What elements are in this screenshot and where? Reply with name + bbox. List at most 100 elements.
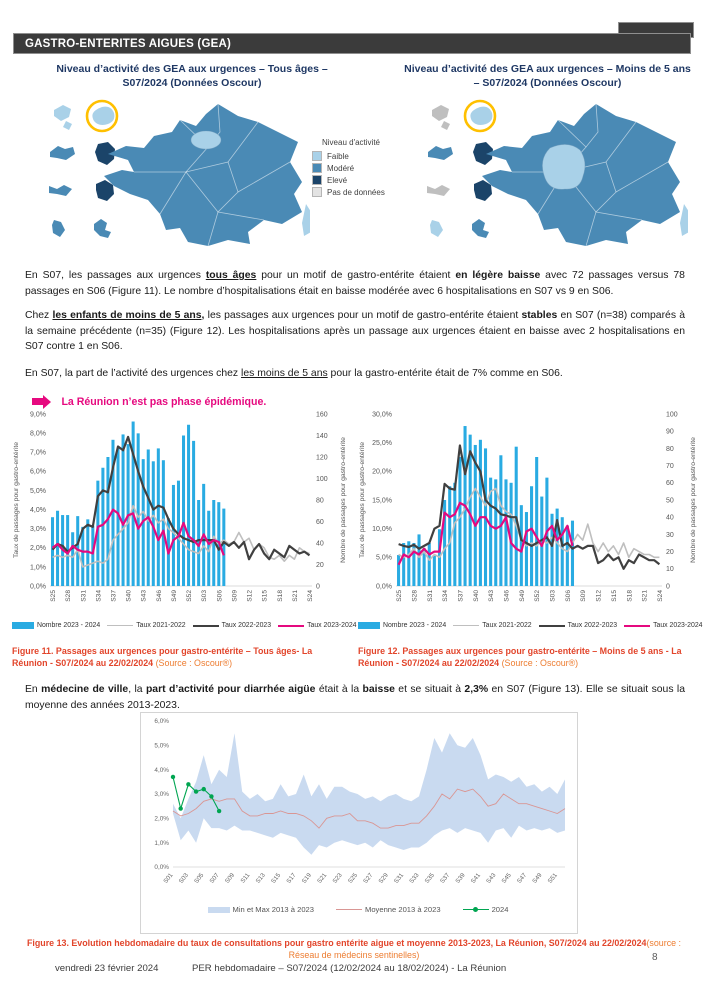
svg-text:15,0%: 15,0% — [372, 497, 392, 504]
alert-text: La Réunion n’est pas phase épidémique. — [61, 396, 267, 408]
svg-text:S06: S06 — [216, 590, 223, 602]
svg-text:10: 10 — [666, 566, 674, 573]
svg-text:S25: S25 — [396, 590, 403, 602]
svg-text:Taux de passages pour gastro-e: Taux de passages pour gastro-entérite — [359, 442, 366, 558]
mainland-france — [482, 103, 688, 247]
svg-text:S52: S52 — [534, 590, 541, 602]
svg-text:S15: S15 — [262, 590, 269, 602]
svg-text:S28: S28 — [65, 590, 72, 602]
svg-text:S33: S33 — [408, 871, 421, 884]
svg-text:S37: S37 — [457, 590, 464, 602]
svg-text:Nombre de passages pour gastro: Nombre de passages pour gastro-entérite — [340, 437, 347, 563]
fig13-caption: Figure 13. Evolution hebdomadaire du tau… — [26, 938, 681, 961]
legend-item-modere: Modéré — [312, 163, 414, 173]
svg-text:5,0%: 5,0% — [376, 555, 392, 562]
svg-text:S17: S17 — [285, 871, 298, 884]
svg-text:S09: S09 — [224, 871, 237, 884]
map-france-moins-5-ans — [427, 99, 688, 247]
svg-text:30,0%: 30,0% — [372, 411, 392, 418]
legend-item-faible: Faible — [312, 151, 414, 161]
svg-text:S43: S43 — [488, 590, 495, 602]
svg-text:S13: S13 — [255, 871, 268, 884]
map-title-left: Niveau d’activité des GEA aux urgences –… — [56, 63, 328, 90]
svg-text:S12: S12 — [247, 590, 254, 602]
svg-text:0: 0 — [316, 583, 320, 590]
legend-item-eleve: Elevé — [312, 175, 414, 185]
svg-text:50: 50 — [666, 497, 674, 504]
section-header-title: GASTRO-ENTERITES AIGUES (GEA) — [25, 38, 231, 50]
svg-text:2,0%: 2,0% — [30, 545, 46, 552]
legend-item: Taux 2022-2023 — [192, 622, 271, 629]
svg-text:60: 60 — [316, 519, 324, 526]
svg-text:0: 0 — [666, 583, 670, 590]
svg-text:S15: S15 — [611, 590, 618, 602]
svg-text:30: 30 — [666, 532, 674, 539]
paragraph-moins-5-ans: Chez les enfants de moins de 5 ans, les … — [25, 310, 685, 353]
svg-text:S52: S52 — [186, 590, 193, 602]
legend-item: Taux 2022-2023 — [538, 622, 617, 629]
svg-text:S43: S43 — [141, 590, 148, 602]
svg-text:20: 20 — [666, 549, 674, 556]
alert-line: La Réunion n’est pas phase épidémique. — [32, 392, 266, 410]
svg-text:S37: S37 — [110, 590, 117, 602]
svg-text:S31: S31 — [80, 590, 87, 602]
svg-text:60: 60 — [666, 480, 674, 487]
fig12-chart: 0,0% 5,0% 10,0% 15,0% 20,0% 25,0% 30,0% 0 10 20 30… — [359, 411, 697, 602]
legend-item: Taux 2023-2024 — [278, 622, 356, 629]
svg-text:S28: S28 — [411, 590, 418, 602]
svg-text:8,0%: 8,0% — [30, 431, 46, 438]
svg-text:0,0%: 0,0% — [154, 864, 169, 871]
legend-swatch-eleve — [312, 175, 322, 185]
svg-text:40: 40 — [666, 515, 674, 522]
svg-text:S37: S37 — [439, 871, 452, 884]
svg-text:S03: S03 — [201, 590, 208, 602]
svg-text:S18: S18 — [277, 590, 284, 602]
svg-text:2,0%: 2,0% — [154, 816, 169, 823]
svg-text:S49: S49 — [171, 590, 178, 602]
paragraph-part-activite: En S07, la part de l’activité des urgenc… — [25, 368, 563, 379]
svg-text:10,0%: 10,0% — [372, 526, 392, 533]
legend-item: Moyenne 2013 à 2023 — [336, 905, 441, 914]
reunion-highlight-ring — [463, 99, 497, 133]
svg-text:S40: S40 — [473, 590, 480, 602]
svg-text:S49: S49 — [519, 590, 526, 602]
svg-text:S03: S03 — [550, 590, 557, 602]
legend-item: Taux 2021-2022 — [453, 622, 532, 629]
svg-text:S34: S34 — [442, 590, 449, 602]
svg-text:6,0%: 6,0% — [30, 469, 46, 476]
svg-text:S21: S21 — [642, 590, 649, 602]
svg-text:Taux de passages pour gastro-e: Taux de passages pour gastro-entérite — [13, 442, 20, 558]
svg-text:S01: S01 — [162, 871, 175, 884]
section-header: GASTRO-ENTERITES AIGUES (GEA) — [13, 33, 691, 54]
svg-text:3,0%: 3,0% — [154, 791, 169, 798]
fig13-chart: 0,0% 1,0% 2,0% 3,0% 4,0% 5,0% 6,0% S01 S03 S05 S07… — [154, 718, 566, 885]
svg-text:S39: S39 — [454, 871, 467, 884]
svg-text:0,0%: 0,0% — [376, 583, 392, 590]
fig11-legend: Nombre 2023 - 2024 Taux 2021-2022 Taux 202… — [12, 622, 356, 629]
svg-text:6,0%: 6,0% — [154, 718, 169, 725]
legend-item-pas-de-donnees: Pas de données — [312, 187, 414, 197]
legend-item: Taux 2023-2024 — [624, 622, 702, 629]
svg-text:5,0%: 5,0% — [154, 743, 169, 750]
svg-text:S49: S49 — [531, 871, 544, 884]
svg-text:4,0%: 4,0% — [154, 767, 169, 774]
dom-territories — [427, 99, 497, 238]
svg-text:S09: S09 — [231, 590, 238, 602]
fig13-legend: Min et Max 2013 à 2023 Moyenne 2013 à 202… — [141, 905, 575, 914]
fig11-caption: Figure 11. Passages aux urgences pour ga… — [12, 646, 313, 669]
map-title-right: Niveau d’activité des GEA aux urgences –… — [404, 63, 691, 90]
svg-text:S35: S35 — [424, 871, 437, 884]
dom-territories — [49, 99, 119, 238]
svg-text:20: 20 — [316, 562, 324, 569]
svg-text:160: 160 — [316, 411, 328, 418]
svg-text:S43: S43 — [485, 871, 498, 884]
svg-text:5,0%: 5,0% — [30, 488, 46, 495]
svg-text:S27: S27 — [362, 871, 375, 884]
paragraph-urgences-tous-ages: En S07, les passages aux urgences tous â… — [25, 270, 685, 297]
svg-text:9,0%: 9,0% — [30, 411, 46, 418]
svg-text:7,0%: 7,0% — [30, 450, 46, 457]
svg-text:80: 80 — [316, 497, 324, 504]
reunion-highlight-ring — [85, 99, 119, 133]
svg-text:140: 140 — [316, 433, 328, 440]
